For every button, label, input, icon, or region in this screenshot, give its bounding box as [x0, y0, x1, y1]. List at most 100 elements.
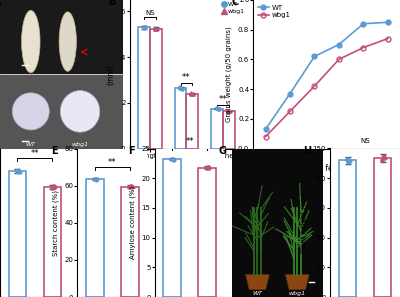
Point — [92, 176, 99, 181]
Polygon shape — [286, 275, 309, 290]
Bar — [186, 94, 198, 148]
Point — [225, 110, 232, 114]
Point — [152, 25, 158, 30]
Point — [14, 169, 20, 173]
wbg1 — [336, 58, 341, 61]
Text: WT: WT — [26, 142, 36, 147]
Point — [379, 158, 385, 163]
Text: **: ** — [31, 149, 39, 158]
Point — [345, 156, 352, 161]
Y-axis label: Starch content (%): Starch content (%) — [52, 190, 59, 256]
Point — [92, 177, 99, 182]
Point — [215, 106, 221, 111]
Text: **: ** — [219, 95, 227, 104]
Text: A: A — [0, 0, 1, 7]
Text: NS: NS — [360, 138, 370, 143]
Point — [91, 176, 98, 181]
Point — [92, 177, 98, 181]
Point — [50, 184, 57, 188]
Point — [179, 86, 185, 91]
Point — [344, 158, 350, 163]
Point — [380, 154, 387, 159]
Text: WT: WT — [252, 291, 262, 296]
Text: C: C — [231, 0, 239, 7]
Point — [204, 166, 210, 171]
Point — [15, 170, 21, 174]
Y-axis label: Amylose content (%): Amylose content (%) — [130, 186, 136, 259]
Point — [169, 157, 175, 161]
Ellipse shape — [22, 10, 40, 73]
Bar — [339, 160, 356, 297]
Point — [189, 92, 196, 97]
Point — [177, 85, 184, 90]
Point — [141, 24, 148, 29]
Point — [152, 26, 158, 31]
Point — [345, 160, 352, 165]
Point — [214, 106, 220, 110]
Point — [226, 109, 232, 113]
Point — [177, 86, 184, 90]
Text: F: F — [128, 146, 135, 156]
Point — [127, 184, 134, 189]
Point — [171, 157, 178, 162]
Ellipse shape — [12, 93, 49, 130]
Bar — [86, 179, 104, 297]
Polygon shape — [246, 275, 269, 290]
wbg1 — [312, 84, 317, 88]
Bar — [374, 158, 391, 297]
Point — [188, 91, 194, 95]
Point — [203, 166, 210, 170]
Point — [15, 168, 22, 173]
Y-axis label: Grains weight (g/50 grains): Grains weight (g/50 grains) — [226, 26, 232, 122]
Text: H: H — [304, 146, 312, 156]
Text: E: E — [51, 146, 58, 156]
Point — [225, 109, 231, 114]
wbg1 — [263, 135, 268, 138]
Point — [141, 26, 148, 31]
Bar — [0, 74, 123, 148]
Bar — [150, 29, 162, 148]
Bar — [164, 159, 181, 297]
Text: **: ** — [182, 73, 191, 82]
Line: WT: WT — [263, 20, 390, 132]
Point — [170, 157, 176, 162]
Ellipse shape — [59, 12, 76, 71]
Y-axis label: Plant height (cm): Plant height (cm) — [300, 192, 307, 253]
Point — [216, 107, 222, 111]
Point — [187, 91, 194, 96]
Point — [126, 185, 132, 189]
Line: wbg1: wbg1 — [263, 36, 390, 139]
Bar — [44, 187, 61, 297]
Point — [50, 184, 56, 189]
Bar — [9, 171, 26, 297]
Point — [14, 168, 20, 173]
Ellipse shape — [60, 91, 100, 132]
Point — [380, 155, 386, 159]
Point — [205, 164, 212, 169]
Point — [346, 159, 353, 164]
Bar — [211, 108, 223, 148]
Point — [49, 186, 55, 191]
Point — [128, 184, 134, 188]
X-axis label: Days after fertilization: Days after fertilization — [284, 164, 370, 173]
WT — [263, 127, 268, 131]
Bar — [198, 168, 216, 297]
Point — [169, 157, 175, 162]
wbg1 — [361, 46, 366, 49]
Bar — [121, 187, 138, 297]
Point — [206, 165, 213, 170]
Text: NS: NS — [145, 10, 154, 16]
wbg1 — [288, 110, 292, 113]
Bar — [223, 111, 235, 148]
Text: **: ** — [108, 158, 116, 167]
WT — [312, 55, 317, 58]
Text: wbg1: wbg1 — [289, 291, 306, 296]
Point — [52, 185, 58, 189]
WT — [288, 92, 292, 95]
Point — [344, 157, 350, 162]
Point — [140, 25, 147, 30]
Point — [170, 156, 176, 161]
Bar — [175, 88, 186, 148]
Point — [153, 27, 159, 32]
Y-axis label: (mm): (mm) — [106, 64, 115, 85]
